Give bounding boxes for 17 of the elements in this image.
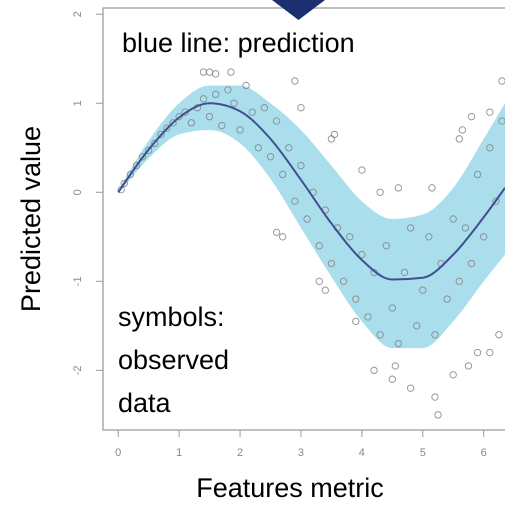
annotation: blue line: prediction (122, 28, 355, 58)
x-axis-title: Features metric (196, 473, 384, 503)
y-tick-label: -2 (72, 365, 84, 376)
line-series (117, 102, 505, 281)
x-tick-label: 0 (115, 447, 122, 459)
y-tick-label: 2 (72, 11, 84, 18)
y-axis-title: Predicted value (16, 126, 46, 312)
y-tick-label: -1 (72, 276, 84, 286)
x-tick-label: 4 (358, 447, 365, 459)
x-tick-label: 2 (236, 447, 244, 459)
annotation: symbols: observed data (118, 302, 230, 418)
x-tick-label: 6 (480, 447, 487, 459)
y-tick-label: 0 (72, 189, 84, 196)
y-tick-label: 1 (72, 100, 84, 106)
x-tick-label: 1 (176, 447, 182, 459)
x-tick-label: 3 (298, 447, 304, 459)
x-tick-label: 5 (420, 447, 426, 459)
